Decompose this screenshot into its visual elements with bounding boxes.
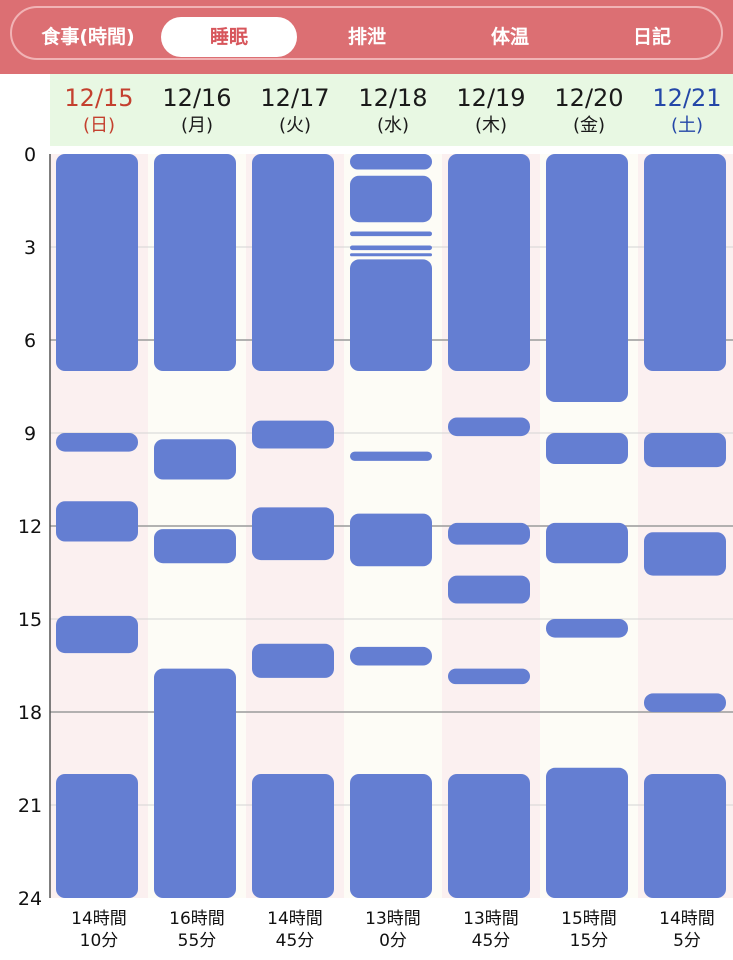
sleep-bar[interactable] [350, 175, 432, 223]
daily-total-minutes: 45分 [472, 931, 511, 951]
date-label: 12/19 [456, 84, 526, 112]
sleep-bar[interactable] [448, 154, 530, 371]
daily-total-hours: 13時間 [463, 909, 519, 929]
sleep-bar[interactable] [56, 501, 138, 542]
daily-total-hours: 16時間 [169, 909, 225, 929]
date-label: 12/17 [260, 84, 330, 112]
sleep-bar[interactable] [350, 245, 432, 251]
sleep-bar[interactable] [56, 433, 138, 452]
chart-top-margin [50, 146, 733, 154]
sleep-bar[interactable] [644, 154, 726, 371]
sleep-bar[interactable] [448, 575, 530, 604]
sleep-bar[interactable] [252, 420, 334, 449]
daily-total-hours: 15時間 [561, 909, 617, 929]
daily-total-hours: 13時間 [365, 909, 421, 929]
sleep-bar[interactable] [350, 451, 432, 461]
sleep-bar[interactable] [154, 439, 236, 480]
date-column-header: 12/15 (日) [50, 74, 148, 146]
sleep-bar[interactable] [644, 693, 726, 712]
tab-diary[interactable]: 日記 [632, 26, 671, 48]
sleep-bar[interactable] [546, 522, 628, 564]
sleep-bar[interactable] [644, 532, 726, 576]
sleep-bar[interactable] [546, 154, 628, 402]
sleep-bar[interactable] [448, 522, 530, 545]
sleep-bar[interactable] [448, 774, 530, 898]
weekday-label: (木) [474, 115, 508, 136]
weekday-label: (月) [180, 115, 214, 136]
date-column-header: 12/16 (月) [148, 74, 246, 146]
sleep-bar[interactable] [644, 433, 726, 468]
sleep-bar[interactable] [350, 231, 432, 237]
daily-total-minutes: 10分 [80, 931, 119, 951]
sleep-bar[interactable] [448, 417, 530, 437]
date-column-header: 12/20 (金) [540, 74, 638, 146]
sleep-bar[interactable] [154, 529, 236, 564]
header-bar: 食事(時間) 睡眠 排泄 体温 日記 [0, 0, 733, 74]
sleep-bar[interactable] [56, 615, 138, 654]
y-tick-label: 21 [18, 795, 42, 817]
y-tick-label: 12 [18, 516, 42, 538]
y-tick-label: 15 [18, 609, 42, 631]
sleep-chart: 0369121518212414時間10分16時間55分14時間45分13時間0… [18, 146, 733, 951]
sleep-bar[interactable] [252, 154, 334, 371]
date-label: 12/15 [64, 84, 134, 112]
sleep-bar[interactable] [56, 774, 138, 898]
tab-temperature[interactable]: 体温 [490, 26, 529, 48]
sleep-bar[interactable] [252, 643, 334, 678]
daily-total-hours: 14時間 [71, 909, 127, 929]
daily-total-hours: 14時間 [659, 909, 715, 929]
sleep-bar[interactable] [56, 154, 138, 371]
tab-excretion[interactable]: 排泄 [347, 26, 386, 48]
weekday-label: (火) [278, 115, 312, 136]
date-label: 12/20 [554, 84, 624, 112]
y-tick-label: 24 [18, 888, 42, 910]
sleep-bar[interactable] [546, 433, 628, 464]
sleep-bar[interactable] [546, 619, 628, 638]
y-tick-label: 0 [24, 146, 36, 166]
daily-total-minutes: 0分 [379, 931, 407, 951]
date-label: 12/16 [162, 84, 232, 112]
y-tick-label: 3 [24, 237, 36, 259]
weekday-label: (金) [572, 115, 606, 136]
daily-total-hours: 14時間 [267, 909, 323, 929]
sleep-bar[interactable] [154, 668, 236, 898]
weekday-label: (日) [82, 115, 116, 136]
daily-total-minutes: 55分 [178, 931, 217, 951]
sleep-bar[interactable] [448, 668, 530, 685]
sleep-bar[interactable] [350, 253, 432, 257]
sleep-bar[interactable] [350, 259, 432, 371]
date-column-header: 12/19 (木) [442, 74, 540, 146]
tab-meal[interactable]: 食事(時間) [41, 26, 135, 48]
daily-total-minutes: 15分 [570, 931, 609, 951]
tab-bar: 食事(時間) 睡眠 排泄 体温 日記 [10, 6, 723, 60]
date-column-header: 12/17 (火) [246, 74, 344, 146]
sleep-bar[interactable] [644, 774, 726, 898]
sleep-bar[interactable] [546, 767, 628, 898]
sleep-bar[interactable] [154, 154, 236, 371]
date-header: 12/15 (日) 12/16 (月) 12/17 (火) 12/18 (水) … [50, 74, 733, 146]
date-label: 12/21 [652, 84, 722, 112]
date-column-header: 12/18 (水) [344, 74, 442, 146]
daily-total-minutes: 45分 [276, 931, 315, 951]
sleep-bar[interactable] [350, 513, 432, 567]
y-tick-label: 18 [18, 702, 42, 724]
date-column-header: 12/21 (土) [638, 74, 733, 146]
weekday-label: (水) [376, 115, 410, 136]
tab-sleep[interactable]: 睡眠 [161, 17, 297, 57]
sleep-bar[interactable] [350, 646, 432, 666]
sleep-bar[interactable] [350, 154, 432, 170]
sleep-bar[interactable] [252, 507, 334, 561]
date-label: 12/18 [358, 84, 428, 112]
weekday-label: (土) [670, 115, 704, 136]
sleep-bar[interactable] [350, 774, 432, 898]
daily-total-minutes: 5分 [673, 931, 701, 951]
y-tick-label: 9 [24, 423, 36, 445]
sleep-bar[interactable] [252, 774, 334, 898]
y-tick-label: 6 [24, 330, 36, 352]
